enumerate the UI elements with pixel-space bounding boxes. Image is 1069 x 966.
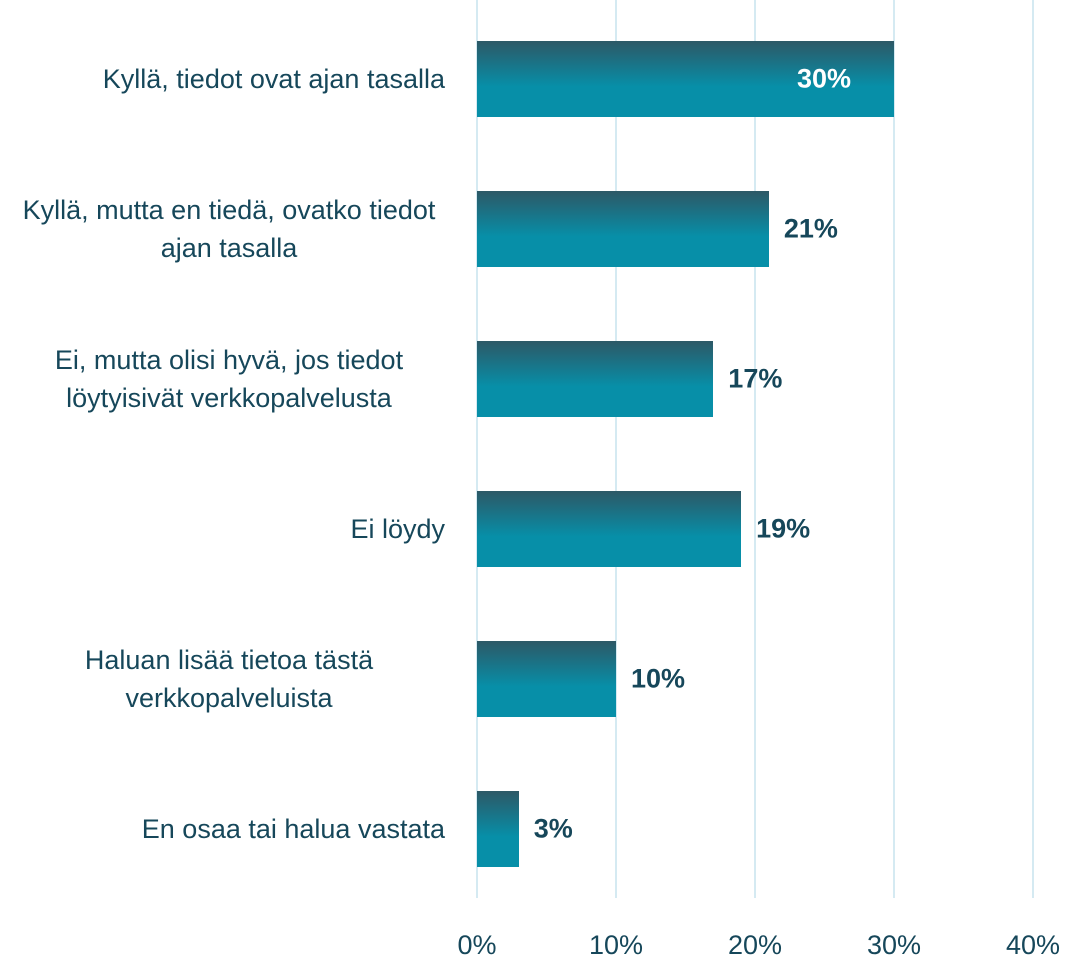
- category-label: Kyllä, tiedot ovat ajan tasalla: [0, 24, 445, 134]
- grid-line: [754, 0, 756, 898]
- category-text: Ei, mutta olisi hyvä, jos tiedot löytyis…: [54, 345, 404, 413]
- category-text: Kyllä, tiedot ovat ajan tasalla: [102, 64, 445, 94]
- value-label: 10%: [631, 663, 686, 694]
- value-label: 19%: [756, 513, 811, 544]
- x-tick-label: 10%: [588, 930, 644, 960]
- bar: [477, 791, 519, 867]
- x-tick-label: 40%: [1005, 930, 1061, 960]
- category-text: En osaa tai halua vastata: [141, 814, 445, 844]
- x-tick-label: 20%: [727, 930, 783, 960]
- bar: [477, 491, 742, 567]
- category-text: Haluan lisää tietoa tästä verkkopalvelui…: [84, 645, 374, 713]
- grid-line: [893, 0, 895, 898]
- grid-line: [476, 0, 478, 898]
- value-label: 30%: [797, 63, 852, 94]
- bar: [477, 641, 616, 717]
- x-tick-label: 30%: [866, 930, 922, 960]
- value-label: 17%: [728, 363, 783, 394]
- value-label: 21%: [783, 213, 838, 244]
- grid-line: [1032, 0, 1034, 898]
- bar: [477, 341, 714, 417]
- category-text: Kyllä, mutta en tiedä, ovatko tiedot aja…: [22, 195, 436, 263]
- category-label: Haluan lisää tietoa tästä verkkopalvelui…: [0, 624, 445, 734]
- category-label: Ei, mutta olisi hyvä, jos tiedot löytyis…: [0, 324, 445, 434]
- x-tick-label: 0%: [457, 930, 497, 960]
- category-label: Ei löydy: [0, 474, 445, 584]
- category-label: Kyllä, mutta en tiedä, ovatko tiedot aja…: [0, 174, 445, 284]
- bar: [477, 41, 894, 117]
- value-label: 3%: [533, 813, 573, 844]
- category-label: En osaa tai halua vastata: [0, 774, 445, 884]
- category-text: Ei löydy: [350, 514, 445, 544]
- bar: [477, 191, 769, 267]
- grid-line: [615, 0, 617, 898]
